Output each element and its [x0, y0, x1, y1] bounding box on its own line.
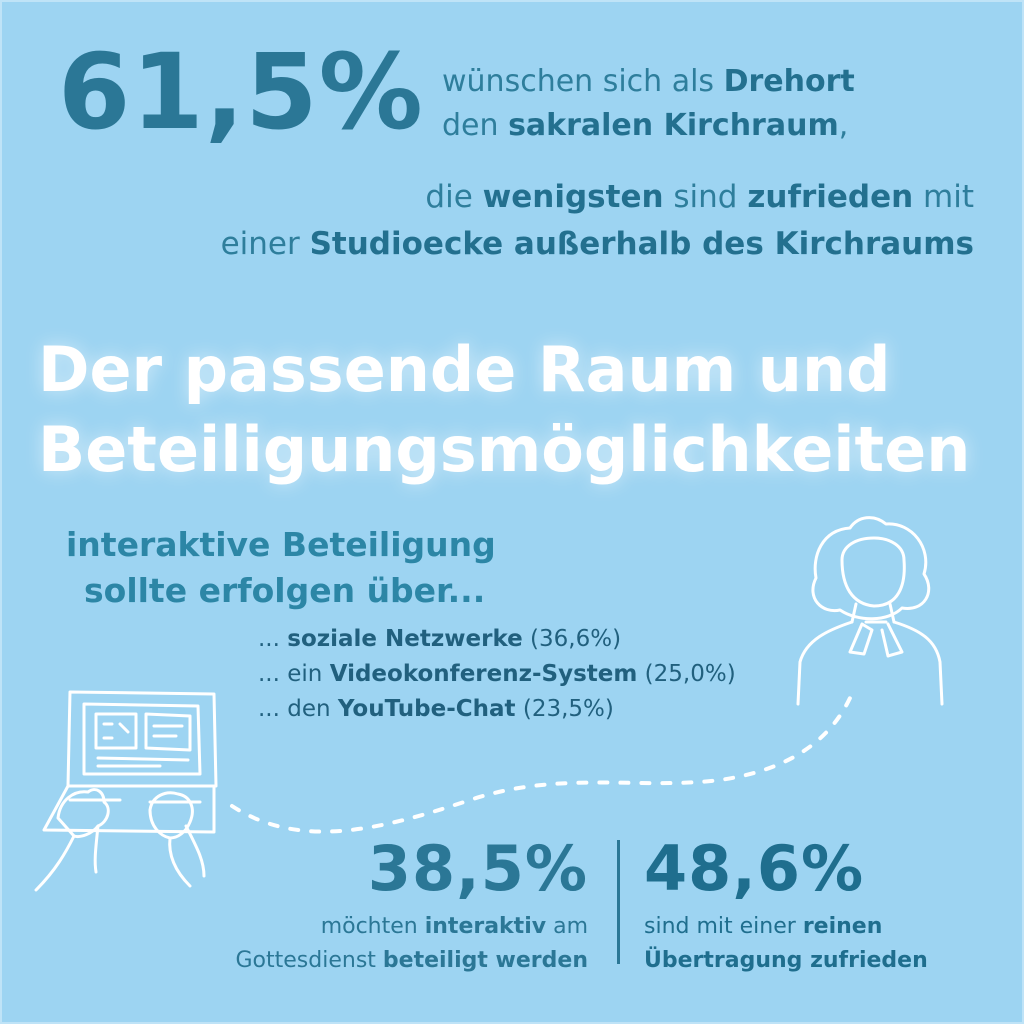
desc-pre: sind mit einer	[644, 914, 803, 939]
lead-line-1: wünschen sich als Drehort	[442, 60, 855, 104]
desc-bold: interaktiv	[424, 914, 547, 939]
stat-interactive-number: 38,5%	[367, 832, 588, 905]
lead-text: wünschen sich als Drehort den sakralen K…	[442, 60, 855, 148]
sat-bold-2: zufrieden	[747, 179, 914, 215]
page-title-line-1: Der passende Raum und	[38, 333, 891, 406]
intro-line-1: interaktive Beteiligung	[66, 525, 496, 564]
sat-mid: sind	[663, 179, 748, 215]
lead-line-1-pre: wünschen sich als	[442, 64, 724, 99]
pastor-illustration-icon	[796, 516, 944, 706]
lead-line-2: den sakralen Kirchraum,	[442, 104, 855, 148]
page-title-line-2: Beteiligungsmöglichkeiten	[38, 413, 971, 486]
option-value: (36,6%)	[522, 626, 622, 652]
lead-line-2-post: ,	[838, 108, 849, 143]
lead-line-2-pre: den	[442, 108, 509, 143]
options-list: ... soziale Netzwerke (36,6%) ... ein Vi…	[258, 622, 736, 727]
satisfaction-text: die wenigsten sind zufrieden mit einer S…	[221, 174, 974, 268]
stat-broadcast-desc: sind mit einer reinen Übertragung zufrie…	[644, 910, 928, 978]
option-pre: ... den	[258, 696, 338, 722]
stat-broadcast-desc-2: Übertragung zufrieden	[644, 944, 928, 978]
option-bold: soziale Netzwerke	[287, 626, 523, 652]
stat-divider	[617, 840, 620, 964]
stat-interactive: 38,5% möchten interaktiv am Gottesdienst…	[236, 838, 589, 978]
big-percent: 61,5%	[58, 31, 424, 153]
stat-interactive-desc: möchten interaktiv am Gottesdienst betei…	[236, 910, 589, 978]
option-bold: YouTube-Chat	[337, 696, 516, 722]
list-item: ... ein Videokonferenz-System (25,0%)	[258, 657, 736, 692]
lead-line-1-bold: Drehort	[723, 64, 855, 99]
option-pre: ... ein	[258, 661, 330, 687]
desc-bold: beteiligt werden	[382, 948, 588, 973]
option-value: (25,0%)	[637, 661, 736, 687]
satisfaction-line-1: die wenigsten sind zufrieden mit	[221, 174, 974, 221]
desc-post: am	[546, 914, 588, 939]
sat-pre: die	[425, 179, 483, 215]
stat-broadcast: 48,6% sind mit einer reinen Übertragung …	[644, 838, 928, 978]
sat-line-2-pre: einer	[220, 226, 310, 262]
sat-post: mit	[913, 179, 974, 215]
laptop-hands-illustration-icon	[34, 690, 218, 892]
intro-text: interaktive Beteiligung sollte erfolgen …	[66, 522, 496, 614]
stat-interactive-desc-2: Gottesdienst beteiligt werden	[236, 944, 589, 978]
stat-broadcast-number: 48,6%	[644, 832, 865, 905]
stat-interactive-desc-1: möchten interaktiv am	[236, 910, 588, 944]
stat-broadcast-desc-1: sind mit einer reinen	[644, 910, 928, 944]
list-item: ... soziale Netzwerke (36,6%)	[258, 622, 736, 657]
option-value: (23,5%)	[515, 696, 614, 722]
dotted-path-decoration	[230, 696, 852, 834]
desc-pre: Gottesdienst	[235, 948, 383, 973]
lead-line-2-bold: sakralen Kirchraum	[508, 108, 839, 143]
desc-pre: möchten	[320, 914, 425, 939]
satisfaction-line-2: einer Studioecke außerhalb des Kirchraum…	[221, 221, 974, 268]
sat-bold-1: wenigsten	[482, 179, 664, 215]
option-bold: Videokonferenz-System	[329, 661, 638, 687]
option-pre: ...	[258, 626, 288, 652]
desc-bold: Übertragung zufrieden	[644, 948, 928, 973]
intro-line-2: sollte erfolgen über...	[84, 571, 486, 610]
desc-bold: reinen	[802, 914, 883, 939]
list-item: ... den YouTube-Chat (23,5%)	[258, 692, 736, 727]
sat-line-2-bold: Studioecke außerhalb des Kirchraums	[309, 226, 974, 262]
page-title: Der passende Raum und Beteiligungsmöglic…	[38, 330, 970, 490]
